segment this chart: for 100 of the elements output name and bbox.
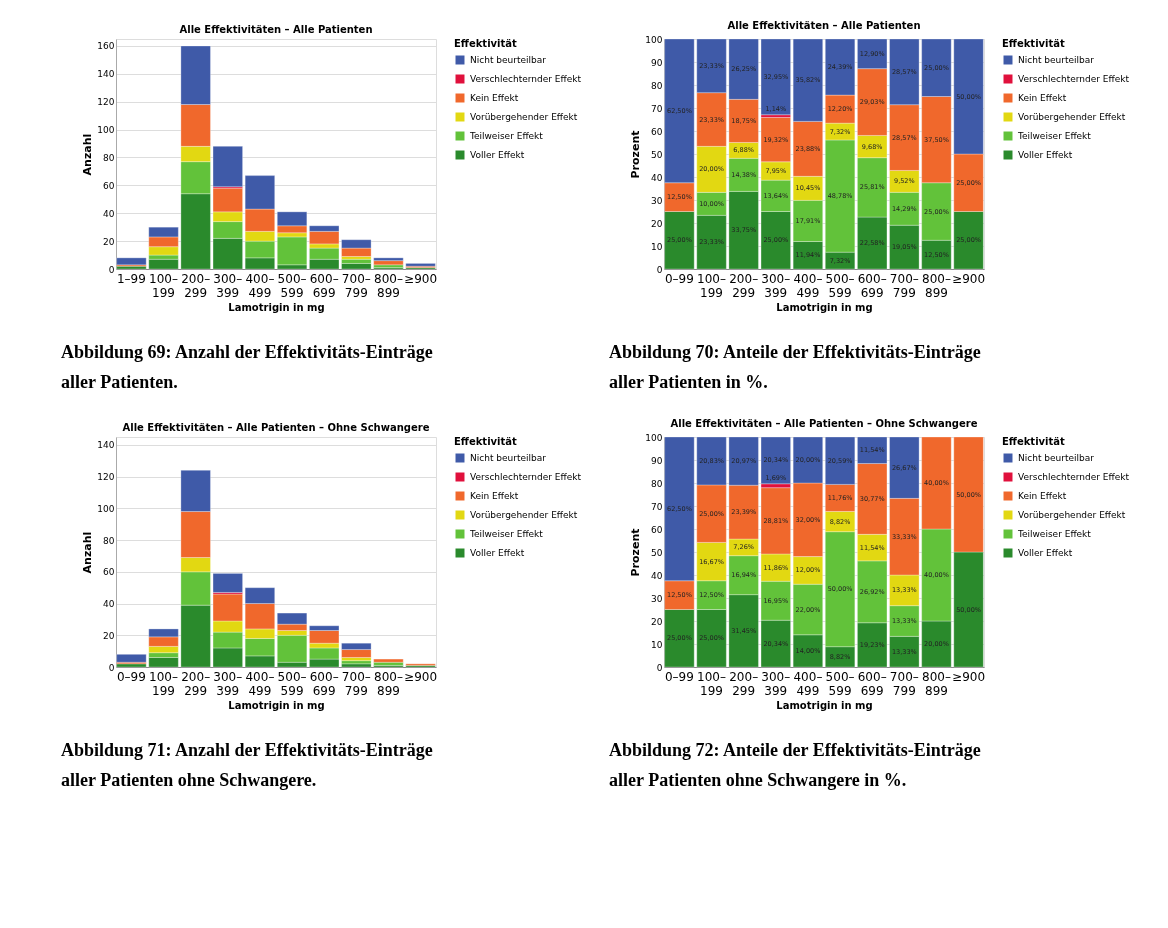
- text: Abbildung 70: Anteile der Effektivitäts-Einträge aller Patienten in %.: [609, 342, 981, 392]
- y-tick-label: 0: [656, 662, 663, 673]
- x-tick-label: 600–699: [857, 669, 887, 698]
- legend-label: Kein Effekt: [1018, 491, 1067, 501]
- y-tick-label: 40: [103, 599, 115, 610]
- x-tick-label: 800–899: [922, 271, 951, 300]
- x-tick-label: 300–399: [213, 271, 243, 300]
- legend-label: Kein Effekt: [470, 93, 519, 103]
- y-tick-label: 40: [651, 172, 663, 183]
- legend-label: Nicht beurteilbar: [1018, 55, 1095, 65]
- legend-title: Effektivität: [454, 436, 518, 447]
- legend-label: Nicht beurteilbar: [470, 55, 547, 65]
- x-tick-label: 800–899: [922, 669, 951, 698]
- x-tick-label: ≥900: [952, 669, 986, 684]
- y-tick-label: 100: [645, 34, 663, 45]
- chart-title: Alle Effektivitäten – Alle Patienten – Ohne Schwangere: [670, 418, 978, 429]
- y-tick-label: 100: [97, 503, 115, 514]
- legend-label: Vorübergehender Effekt: [1018, 510, 1126, 520]
- legend-label: Voller Effekt: [1018, 150, 1073, 160]
- x-axis-title: Lamotrigin in mg: [776, 699, 873, 711]
- y-tick-label: 20: [103, 236, 115, 247]
- legend-label: Vorübergehender Effekt: [470, 112, 578, 122]
- y-tick-label: 140: [97, 440, 115, 451]
- y-tick-label: 60: [651, 524, 663, 535]
- legend-label: Verschlechternder Effekt: [470, 74, 582, 84]
- x-tick-label: 100–199: [149, 669, 178, 698]
- x-tick-label: 600–699: [857, 271, 887, 300]
- legend-label: Nicht beurteilbar: [1018, 453, 1095, 463]
- y-tick-label: 60: [103, 180, 115, 191]
- x-tick-label: 300–399: [761, 669, 791, 698]
- legend-title: Effektivität: [1002, 38, 1066, 49]
- legend-title: Effektivität: [454, 38, 518, 49]
- legend-label: Kein Effekt: [470, 491, 519, 501]
- x-tick-label: 500–599: [277, 669, 307, 698]
- legend-label: Kein Effekt: [1018, 93, 1067, 103]
- y-tick-label: 100: [97, 125, 115, 136]
- y-tick-label: 40: [651, 570, 663, 581]
- x-tick-label: 600–699: [309, 669, 339, 698]
- x-tick-label: 0–99: [664, 669, 694, 684]
- x-tick-label: 400–499: [793, 271, 823, 300]
- y-axis-title: Prozent: [629, 528, 643, 577]
- legend-label: Verschlechternder Effekt: [1018, 74, 1130, 84]
- y-tick-label: 90: [651, 455, 663, 466]
- y-tick-label: 100: [645, 432, 663, 443]
- y-tick-label: 40: [103, 208, 115, 219]
- legend-label: Vorübergehender Effekt: [470, 510, 578, 520]
- x-tick-label: 100–199: [149, 271, 178, 300]
- y-tick-label: 90: [651, 57, 663, 68]
- legend-label: Nicht beurteilbar: [470, 453, 547, 463]
- chart-title: Alle Effektivitäten – Alle Patienten: [179, 24, 373, 35]
- x-tick-label: 500–599: [825, 271, 855, 300]
- legend-label: Verschlechternder Effekt: [470, 472, 582, 482]
- y-tick-label: 50: [651, 149, 663, 160]
- y-tick-label: 20: [651, 218, 663, 229]
- x-tick-label: 800–899: [374, 271, 403, 300]
- x-tick-label: 700–799: [889, 669, 919, 698]
- y-axis-title: Prozent: [629, 130, 643, 179]
- y-tick-label: 10: [651, 241, 663, 252]
- y-tick-label: 120: [97, 472, 115, 483]
- y-tick-label: 30: [651, 195, 663, 206]
- x-axis-title: Lamotrigin in mg: [776, 301, 873, 313]
- x-tick-label: 300–399: [213, 669, 243, 698]
- legend-label: Verschlechternder Effekt: [1018, 472, 1130, 482]
- y-tick-label: 80: [103, 152, 115, 163]
- y-tick-label: 70: [651, 501, 663, 512]
- x-tick-label: 0–99: [664, 271, 694, 286]
- chart-title: Alle Effektivitäten – Alle Patienten: [727, 20, 921, 31]
- y-tick-label: 30: [651, 593, 663, 604]
- x-tick-label: 0–99: [116, 669, 146, 684]
- x-tick-label: 300–399: [761, 271, 791, 300]
- text: Abbildung 71: Anzahl der Effektivitäts-Einträge aller Patienten ohne Schwangere.: [61, 740, 433, 790]
- x-tick-label: 200–299: [729, 271, 759, 300]
- y-tick-label: 80: [651, 80, 663, 91]
- x-tick-label: 400–499: [793, 669, 823, 698]
- legend-label: Teilweiser Effekt: [469, 131, 544, 141]
- y-tick-label: 0: [108, 264, 115, 275]
- x-tick-label: 200–299: [181, 669, 211, 698]
- y-tick-label: 70: [651, 103, 663, 114]
- y-tick-label: 0: [656, 264, 663, 275]
- x-tick-label: ≥900: [404, 669, 438, 684]
- text: Abbildung 72: Anteile der Effektivitäts-Einträge aller Patienten ohne Schwangere in %.: [609, 740, 981, 790]
- x-tick-label: 1–99: [116, 271, 146, 286]
- x-tick-label: 500–599: [277, 271, 307, 300]
- legend-label: Voller Effekt: [470, 548, 525, 558]
- legend-label: Teilweiser Effekt: [469, 529, 544, 539]
- y-tick-label: 20: [651, 616, 663, 627]
- chart-title: Alle Effektivitäten – Alle Patienten – Ohne Schwangere: [122, 422, 430, 433]
- x-axis-title: Lamotrigin in mg: [228, 301, 325, 313]
- x-tick-label: 100–199: [697, 669, 726, 698]
- y-tick-label: 80: [103, 535, 115, 546]
- y-tick-label: 60: [103, 567, 115, 578]
- x-tick-label: 800–899: [374, 669, 403, 698]
- y-axis-title: Anzahl: [81, 531, 95, 574]
- x-tick-label: 700–799: [341, 669, 371, 698]
- y-tick-label: 20: [103, 630, 115, 641]
- y-tick-label: 50: [651, 547, 663, 558]
- legend-label: Voller Effekt: [1018, 548, 1073, 558]
- legend-label: Teilweiser Effekt: [1017, 131, 1092, 141]
- x-tick-label: 700–799: [889, 271, 919, 300]
- y-axis-title: Anzahl: [81, 133, 95, 176]
